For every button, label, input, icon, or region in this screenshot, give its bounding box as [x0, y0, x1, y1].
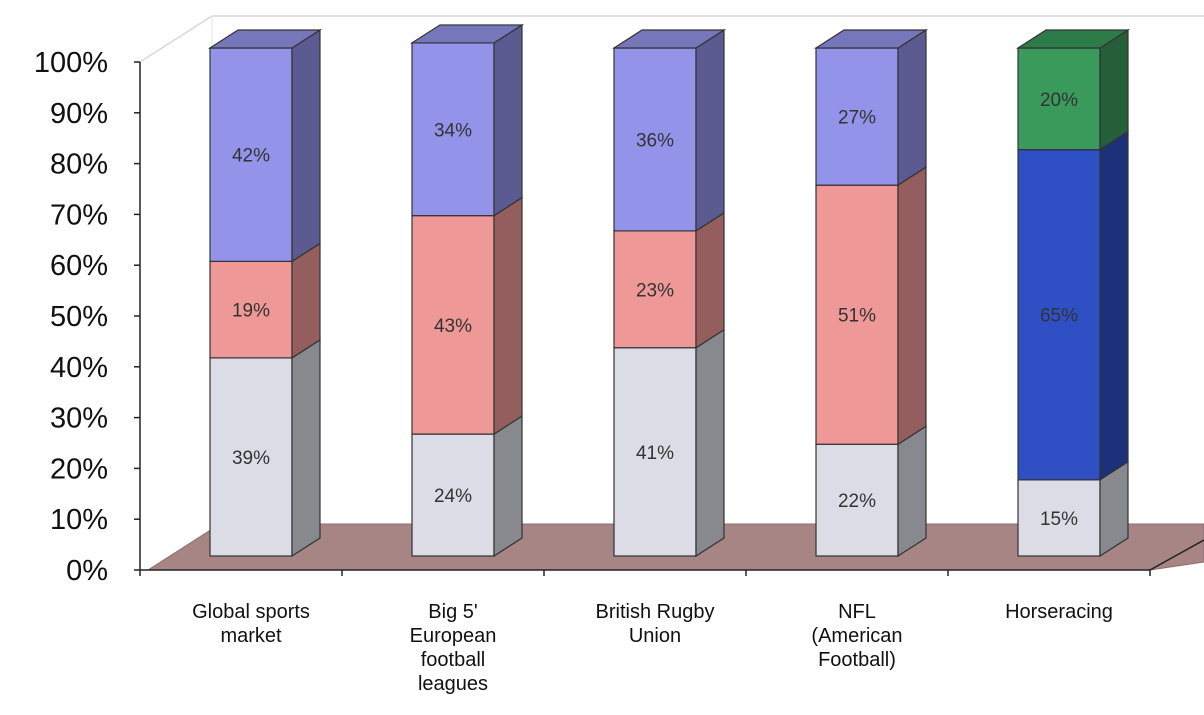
data-label: 36% — [636, 130, 674, 151]
bar-segment-side — [897, 166, 927, 446]
x-category-label: Horseracing — [1005, 601, 1113, 623]
bar-segment-front — [1017, 47, 1101, 151]
data-label: 27% — [838, 108, 876, 129]
stacked-bar: 22% 51% 27% — [813, 28, 929, 558]
y-tick-label: 100% — [34, 47, 108, 79]
data-label: 51% — [838, 306, 876, 327]
data-label: 65% — [1040, 306, 1078, 327]
data-label: 23% — [636, 280, 674, 301]
x-category-label: NFL (American Football) — [811, 601, 903, 671]
y-tick-label: 60% — [50, 250, 108, 282]
x-category-label: Big 5' European football leagues — [409, 601, 497, 695]
y-axis: 0% 10% 20% 30% 40% 50% 60% 70% 80% 90% 100% — [34, 47, 1204, 587]
bar-segment-side — [493, 414, 523, 558]
bar-segment-side — [1099, 28, 1129, 151]
data-label: 19% — [232, 301, 270, 322]
y-tick-label: 80% — [50, 149, 108, 181]
stacked-bar: 15% 65% 20% — [1015, 28, 1131, 558]
bar-group: 39% 19% 42% 24% 43% 34% 41% 23% 36% 22% 51% 27% 15% 6… — [207, 23, 1131, 558]
bar-segment-side — [897, 425, 927, 558]
data-label: 34% — [434, 120, 472, 141]
bar-top — [409, 24, 525, 44]
y-tick-label: 40% — [50, 352, 108, 384]
bar-segment-front — [613, 347, 697, 557]
y-tick-label: 0% — [66, 555, 108, 587]
bar-segment-front — [411, 42, 495, 217]
data-label: 15% — [1040, 509, 1078, 530]
bar-segment-side — [695, 328, 725, 558]
bar-segment-front — [411, 433, 495, 557]
bar-top — [207, 29, 323, 49]
y-tick-label: 20% — [50, 453, 108, 485]
bar-segment-front — [815, 184, 899, 445]
bar-segment-front — [209, 357, 293, 557]
stacked-bar: 41% 23% 36% — [611, 28, 727, 558]
bar-segment-front — [209, 47, 293, 262]
bar-segment-side — [695, 211, 725, 349]
bar-segment-side — [493, 196, 523, 436]
bar-segment-front — [411, 215, 495, 435]
stacked-bar: 24% 43% 34% — [409, 23, 525, 558]
y-tick-label: 90% — [50, 98, 108, 130]
data-label: 39% — [232, 448, 270, 469]
bar-segment-side — [695, 28, 725, 232]
y-tick-label: 10% — [50, 504, 108, 536]
data-label: 24% — [434, 486, 472, 507]
bar-segment-front — [1017, 149, 1101, 481]
bar-segment-side — [493, 23, 523, 217]
bar-top — [611, 29, 727, 49]
bar-segment-side — [291, 242, 321, 359]
bar-segment-front — [613, 47, 697, 232]
bar-segment-side — [291, 28, 321, 263]
bar-segment-side — [291, 338, 321, 558]
data-label: 43% — [434, 316, 472, 337]
data-label: 42% — [232, 146, 270, 167]
y-tick-label: 30% — [50, 403, 108, 435]
bar-segment-front — [209, 260, 293, 359]
data-label: 20% — [1040, 90, 1078, 111]
bar-segment-side — [1099, 130, 1129, 481]
x-axis-depth-line — [1149, 539, 1204, 571]
y-tick-label: 70% — [50, 199, 108, 231]
x-category-label: Global sports market — [192, 601, 310, 647]
bar-top — [1015, 29, 1131, 49]
bar-top — [813, 29, 929, 49]
y-tick-label: 50% — [50, 301, 108, 333]
data-label: 22% — [838, 491, 876, 512]
data-label: 41% — [636, 443, 674, 464]
bar-segment-side — [897, 28, 927, 187]
x-category-label: British Rugby Union — [595, 601, 715, 647]
stacked-bar: 39% 19% 42% — [207, 28, 323, 558]
